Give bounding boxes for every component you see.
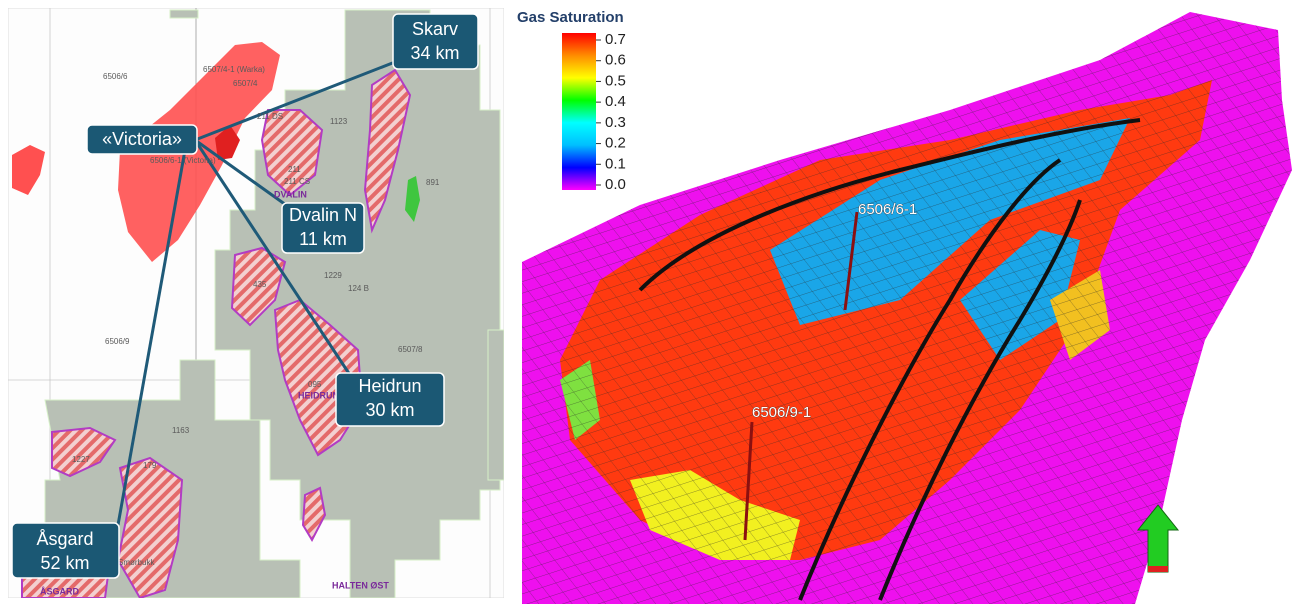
field-label: HEIDRUN <box>298 390 339 400</box>
field-label: ÅSGARD <box>40 586 80 596</box>
block-label: 6507/8 <box>398 345 423 354</box>
red-field <box>215 125 240 160</box>
license-label: 891 <box>426 178 440 187</box>
block-label: 6506/6 <box>103 72 128 81</box>
colorbar-tick-label: 0.3 <box>605 114 626 131</box>
colorbar-tick-label: 0.6 <box>605 52 626 69</box>
field-label: Smørbukk <box>118 558 155 567</box>
callout-box <box>335 372 445 427</box>
block-label: 6507/4 <box>233 79 258 88</box>
callout-box <box>86 124 198 155</box>
license-label: 1229 <box>324 271 342 280</box>
gas-field <box>405 176 420 222</box>
well-label: 6506/9-1 <box>752 404 811 421</box>
license-label: 124 B <box>348 284 369 293</box>
callout-distance: 34 km <box>410 43 459 63</box>
callouts: Skarv 34 km «Victoria» Dvalin N 11 km He… <box>11 13 479 579</box>
colorbar-title: Gas Saturation <box>517 9 624 26</box>
callout-box <box>11 522 120 579</box>
distance-lines <box>116 60 396 526</box>
callout-box <box>281 202 365 254</box>
well-trajectory <box>843 211 859 311</box>
colorbar <box>562 33 596 190</box>
map-labels: 6506/6 6507/4-1 (Warka) 6507/4 1123 211 … <box>40 65 440 596</box>
license-label: 1163 <box>172 426 190 435</box>
callout-name: «Victoria» <box>102 129 182 149</box>
north-arrow <box>1136 504 1180 573</box>
well-label: 6506/6-1 (Victoria) <box>150 156 216 165</box>
callout-distance: 30 km <box>365 400 414 420</box>
well-trajectory <box>743 421 754 541</box>
colorbar-tick-label: 0.2 <box>605 135 626 152</box>
model-panel: 6506/6-1 6506/9-1 Gas Saturation 0.70.60… <box>517 9 1292 604</box>
colorbar-ticks: 0.7 0.6 0.5 0.4 0.3 0.2 0.1 0.0 <box>596 31 626 193</box>
colorbar-tick-label: 0.4 <box>605 93 626 110</box>
license-label: 211 DS <box>257 112 283 121</box>
callout-name: Dvalin N <box>289 205 357 225</box>
field-label: HALTEN ØST <box>332 580 389 590</box>
callout-distance: 11 km <box>299 229 347 249</box>
field-label: DVALIN <box>274 189 307 199</box>
victoria-field <box>118 42 280 262</box>
callout-box <box>392 13 479 70</box>
map-panel: 6506/6 6507/4-1 (Warka) 6507/4 1123 211 … <box>8 8 504 598</box>
faults <box>638 118 1141 601</box>
colorbar-tick-label: 0.5 <box>605 72 626 89</box>
license-label: 211 <box>288 165 301 174</box>
callout-name: Heidrun <box>358 376 421 396</box>
colorbar-tick-label: 0.0 <box>605 176 626 193</box>
license-label: 179 <box>143 461 157 470</box>
callout-distance: 52 km <box>40 553 89 573</box>
license-label: 435 <box>253 280 267 289</box>
colorbar-tick-label: 0.7 <box>605 31 626 48</box>
license-label: 1227 <box>72 455 90 464</box>
license-label: 211 CS <box>284 177 310 186</box>
red-field <box>12 145 45 195</box>
well-label: 6506/6-1 <box>858 201 917 218</box>
block-label: 6506/9 <box>105 337 130 346</box>
cell-overlay <box>522 12 1292 604</box>
license-label: 1123 <box>330 117 348 126</box>
callout-name: Skarv <box>412 19 458 39</box>
colorbar-tick-label: 0.1 <box>605 155 626 172</box>
callout-name: Åsgard <box>36 529 93 549</box>
well-label: 6507/4-1 (Warka) <box>203 65 265 74</box>
license-label: 095 <box>308 380 322 389</box>
